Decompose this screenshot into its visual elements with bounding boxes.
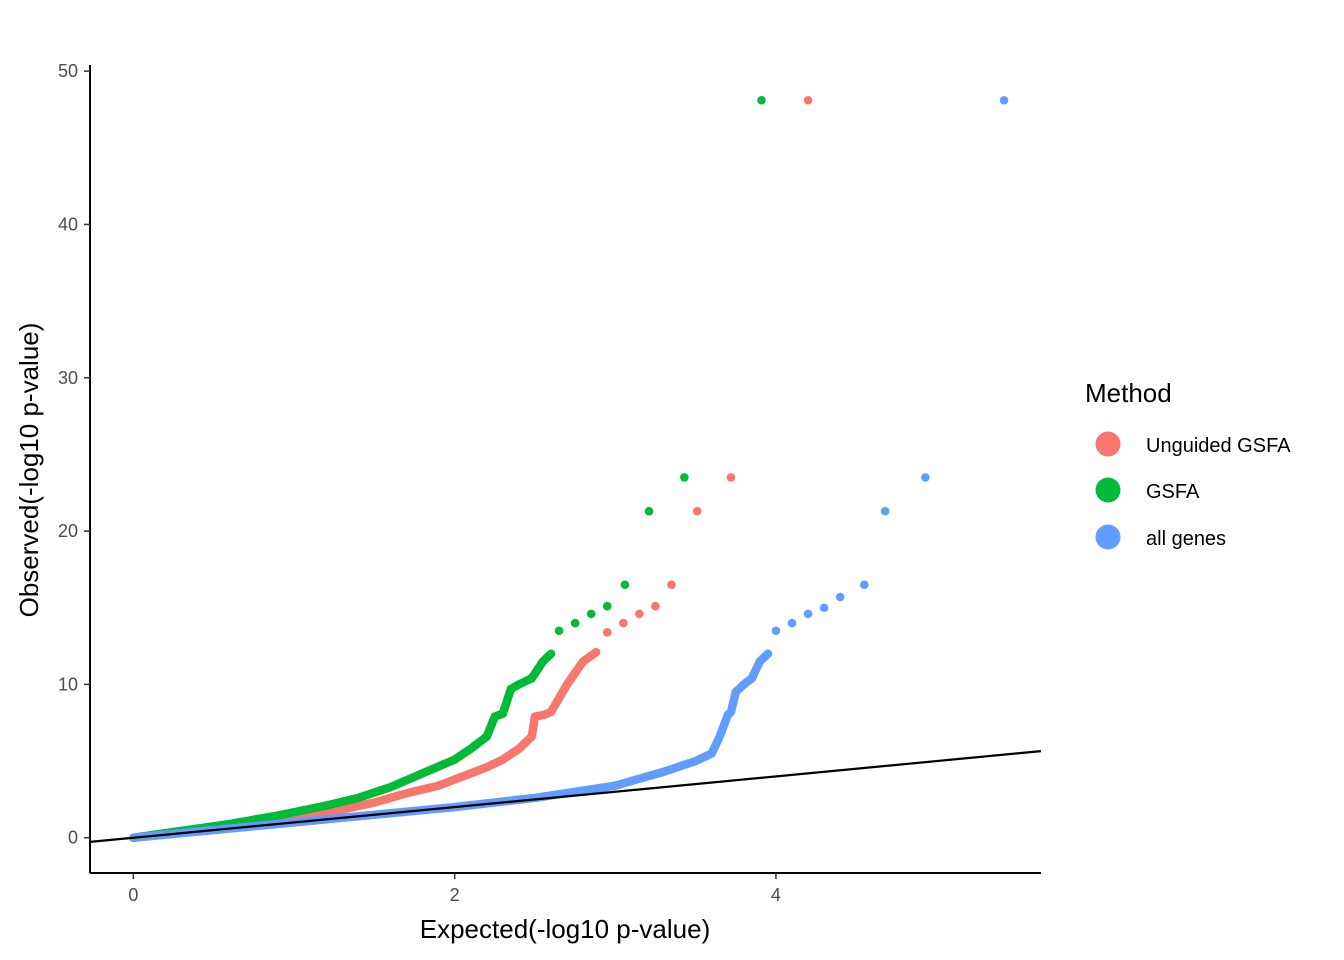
- data-point: [620, 580, 630, 590]
- data-point: [880, 506, 890, 516]
- legend-label-gsfa: GSFA: [1146, 481, 1200, 503]
- series-all-genes: [129, 95, 1009, 843]
- series-unguided-gsfa: [129, 95, 813, 843]
- data-point: [757, 95, 766, 105]
- data-point: [803, 95, 813, 105]
- legend-key-all-genes: [1095, 524, 1121, 550]
- legend-title: Method: [1085, 378, 1172, 408]
- legend-key-gsfa: [1095, 477, 1121, 503]
- data-point: [586, 609, 596, 619]
- data-point: [803, 609, 813, 619]
- series-gsfa: [129, 95, 766, 843]
- y-axis-ticks: 0 10 20 30 40 50: [58, 61, 90, 848]
- data-point: [859, 580, 869, 590]
- data-point: [570, 618, 580, 628]
- reference-line-y-equals-x: [89, 750, 1042, 843]
- data-point: [554, 626, 564, 636]
- data-point: [771, 626, 781, 636]
- x-axis-ticks: 0 2 4: [128, 873, 781, 905]
- data-point: [763, 649, 773, 659]
- data-point: [602, 627, 612, 637]
- y-axis-title: Observed(-log10 p-value): [14, 323, 44, 618]
- y-tick-label: 20: [58, 521, 78, 541]
- legend: Method Unguided GSFA GSFA all genes: [1085, 378, 1291, 550]
- points-layer: [129, 95, 1009, 843]
- y-tick-label: 40: [58, 214, 78, 234]
- data-point: [591, 647, 601, 657]
- data-point: [635, 609, 644, 619]
- data-point: [692, 506, 702, 516]
- data-point: [835, 592, 845, 602]
- legend-label-all-genes: all genes: [1146, 528, 1226, 550]
- data-point: [546, 649, 556, 659]
- data-point: [819, 603, 829, 613]
- data-point: [726, 473, 736, 482]
- data-point: [602, 601, 612, 611]
- data-point: [921, 473, 930, 482]
- data-point: [680, 473, 689, 482]
- y-tick-label: 10: [58, 674, 78, 694]
- x-tick-label: 0: [128, 885, 138, 905]
- x-tick-label: 4: [771, 885, 781, 905]
- y-tick-label: 50: [58, 61, 78, 81]
- x-tick-label: 2: [450, 885, 460, 905]
- legend-key-unguided-gsfa: [1095, 431, 1121, 457]
- x-axis-title: Expected(-log10 p-value): [420, 914, 711, 944]
- data-point: [651, 601, 660, 611]
- legend-label-unguided-gsfa: Unguided GSFA: [1146, 435, 1291, 457]
- data-point: [644, 506, 654, 516]
- data-point: [999, 95, 1009, 105]
- data-point: [667, 580, 676, 590]
- plot-area: [89, 95, 1042, 843]
- data-point: [787, 618, 797, 628]
- y-tick-label: 30: [58, 368, 78, 388]
- data-point: [619, 618, 628, 628]
- y-tick-label: 0: [68, 828, 78, 848]
